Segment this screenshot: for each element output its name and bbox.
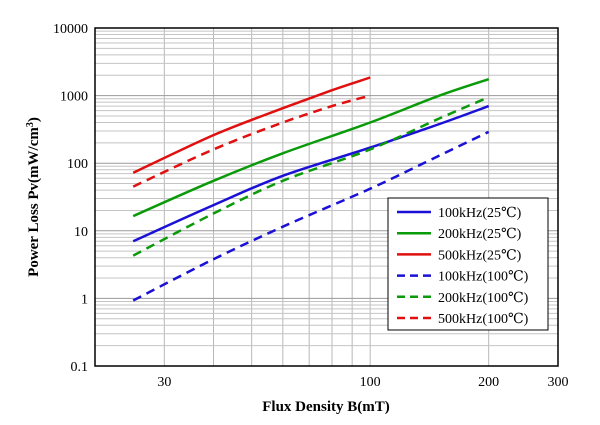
series-layer [132,76,490,302]
legend: 100kHz(25℃) 200kHz(25℃) 500kHz(25℃) 100kHz(… [387,197,549,331]
x-axis-label: Flux Density B(mT) [262,399,390,415]
x-tick-label: 200 [478,375,499,390]
plot-frame [94,27,559,367]
legend-label: 500kHz(25℃) [438,248,522,263]
x-tick-label: 100 [360,375,381,390]
y-axis-label: Power Loss Pv(mW/cm3) [25,117,42,277]
legend-label: 100kHz(100℃) [438,270,529,285]
legend-box [387,197,549,331]
legend-label: 500kHz(100℃) [438,312,529,327]
x-tick-label: 300 [548,375,569,390]
series-line-6 [132,94,371,188]
y-tick-label: 1 [81,292,88,307]
series-line-2 [132,78,490,218]
y-tick-label: 100 [67,157,88,172]
y-tick-label: 10000 [53,22,88,37]
y-tick-label: 1000 [60,90,88,105]
x-tick-label: 30 [157,375,171,390]
y-tick-label: 10 [74,225,88,240]
legend-label: 100kHz(25℃) [438,206,522,221]
y-axis-label-main: Power Loss Pv(mW/cm [26,127,42,277]
y-axis-label-end: ) [26,117,42,122]
legend-label: 200kHz(25℃) [438,227,522,242]
tick-labels: 30 100 200 300 0.1 1 10 100 1000 10000 [53,22,569,390]
series-line-3 [132,76,371,174]
series-line-5 [132,95,490,257]
y-tick-label: 0.1 [71,360,89,375]
legend-label: 200kHz(100℃) [438,291,529,306]
y-axis-label-sup: 3 [25,122,36,127]
series-line-1 [132,104,490,243]
